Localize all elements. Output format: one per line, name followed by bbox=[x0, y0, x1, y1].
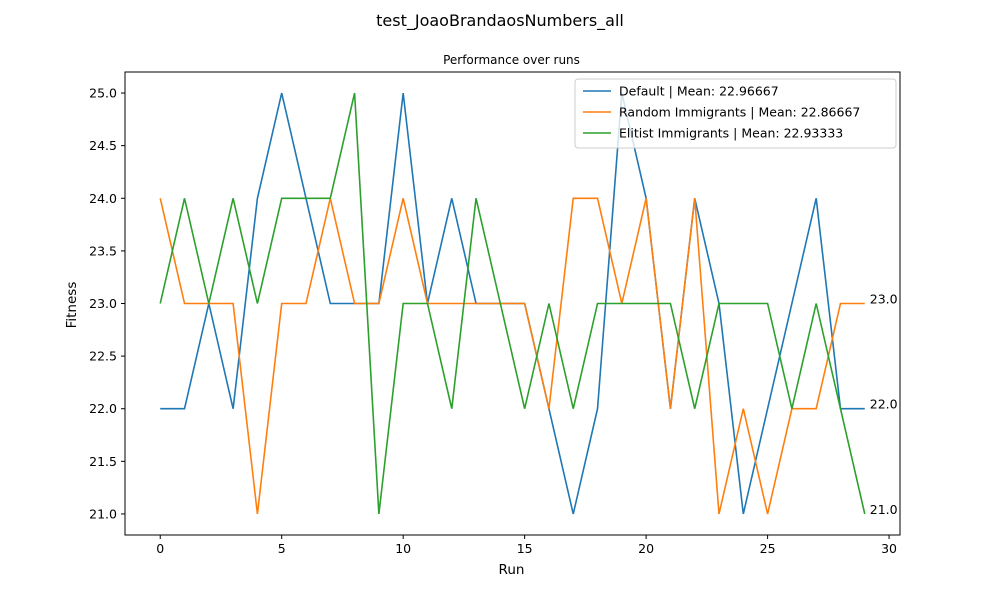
axes-subtitle: Performance over runs bbox=[443, 53, 580, 67]
x-tick-label: 5 bbox=[278, 541, 286, 556]
y-axis-ticks: 21.0 21.5 22.0 22.5 23.0 23.5 24.0 24.5 25.0 bbox=[89, 86, 125, 521]
y-tick-label: 21.5 bbox=[89, 454, 117, 469]
x-tick-label: 25 bbox=[760, 541, 776, 556]
x-tick-label: 20 bbox=[638, 541, 654, 556]
x-axis-ticks: 0 5 10 15 20 25 30 bbox=[156, 535, 897, 556]
legend: Default | Mean: 22.96667 Random Immigrant… bbox=[574, 78, 897, 149]
y-tick-label: 24.5 bbox=[89, 138, 117, 153]
y-tick-label: 23.0 bbox=[89, 296, 117, 311]
legend-entry-2: Random Immigrants | Mean: 22.86667 bbox=[619, 105, 860, 120]
figure-title: test_JoaoBrandaosNumbers_all bbox=[376, 11, 624, 31]
series-line-3 bbox=[159, 92, 866, 515]
end-annotation-label: 22.0 bbox=[870, 397, 898, 412]
end-annotations: 23.0 22.0 21.0 bbox=[870, 292, 898, 517]
x-tick-label: 30 bbox=[881, 541, 897, 556]
y-axis-label: Fitness bbox=[64, 282, 80, 329]
y-tick-label: 25.0 bbox=[89, 86, 117, 101]
y-tick-label: 21.0 bbox=[89, 506, 117, 521]
legend-entry-3: Elitist Immigrants | Mean: 22.93333 bbox=[619, 126, 843, 141]
legend-entry-1: Default | Mean: 22.96667 bbox=[619, 84, 779, 99]
x-axis-label: Run bbox=[499, 562, 525, 578]
series-layer bbox=[159, 92, 866, 515]
end-annotation-label: 21.0 bbox=[870, 502, 898, 517]
x-tick-label: 10 bbox=[395, 541, 411, 556]
y-tick-label: 24.0 bbox=[89, 191, 117, 206]
y-tick-label: 22.0 bbox=[89, 401, 117, 416]
x-tick-label: 0 bbox=[156, 541, 164, 556]
legend-box bbox=[574, 78, 897, 149]
y-tick-label: 22.5 bbox=[89, 349, 117, 364]
end-annotation-label: 23.0 bbox=[870, 292, 898, 307]
x-tick-label: 15 bbox=[517, 541, 533, 556]
series-line-2 bbox=[159, 197, 865, 515]
y-tick-label: 23.5 bbox=[89, 243, 117, 258]
